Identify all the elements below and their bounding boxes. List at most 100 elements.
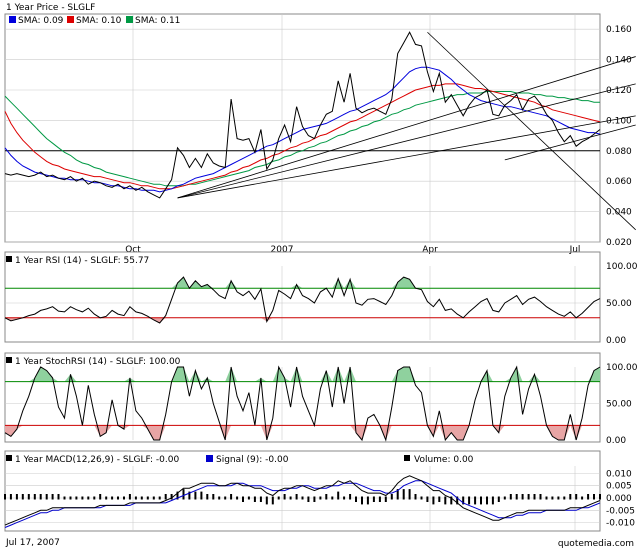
histogram-bar	[349, 494, 352, 500]
histogram-bar	[63, 496, 66, 500]
histogram-bar	[313, 496, 316, 502]
stochrsi-y-axis: 100.00 50.00 0.00	[606, 363, 638, 446]
histogram-bar	[289, 496, 292, 500]
histogram-bar	[521, 494, 524, 500]
histogram-bar	[432, 496, 435, 505]
sma1-swatch	[9, 16, 16, 23]
macd-frame	[4, 450, 601, 532]
stoch-y-tick-label: 50.00	[606, 400, 632, 410]
volume-label: Volume: 0.00	[414, 455, 474, 465]
histogram-bar	[372, 496, 375, 502]
histogram-bar	[123, 496, 125, 500]
histogram-bar	[93, 496, 96, 500]
rsi-y-tick-label: 0.00	[606, 336, 626, 346]
histogram-bar	[503, 496, 506, 500]
histogram-bar	[527, 494, 530, 500]
sma2-line	[4, 83, 601, 190]
rsi-line	[4, 276, 601, 324]
volume-swatch	[404, 455, 410, 461]
price-title: 1 Year Price - SLGLF	[6, 3, 95, 13]
histogram-bar	[366, 496, 369, 505]
histogram-bar	[307, 496, 310, 502]
histogram-bar	[128, 494, 131, 500]
histogram-bar	[218, 496, 221, 500]
sma3-label: SMA: 0.11	[135, 16, 180, 26]
histogram-bar	[4, 494, 6, 500]
rsi-y-tick-label: 100.00	[606, 262, 638, 272]
histogram-bar	[331, 496, 334, 500]
macd-y-axis: 0.010 0.005 0.000 -0.005 -0.010	[606, 469, 635, 528]
macd-bullet	[6, 455, 12, 461]
signal-label: Signal (9): -0.00	[216, 455, 289, 465]
histogram-bar	[57, 494, 60, 500]
histogram-bar	[87, 496, 90, 500]
x-tick-label: Jul	[569, 245, 581, 255]
stoch-y-tick-label: 100.00	[606, 363, 638, 373]
sma3-swatch	[126, 16, 133, 23]
histogram-bar	[533, 494, 536, 500]
x-tick-label: 2007	[271, 245, 294, 255]
trendline	[177, 115, 636, 199]
histogram-bar	[325, 494, 328, 500]
oversold-fill	[5, 425, 600, 440]
macd-panel: 1 Year MACD(12,26,9) - SLGLF: -0.00 Sign…	[4, 450, 635, 532]
histogram-bar	[69, 496, 72, 500]
rsi-bullet	[6, 256, 12, 262]
histogram-bar	[581, 496, 584, 500]
stochrsi-panel: 1 Year StochRSI (14) - SLGLF: 100.00 100…	[4, 352, 638, 446]
sma2-label: SMA: 0.10	[76, 16, 122, 26]
histogram-bar	[474, 496, 477, 505]
stochrsi-title: 1 Year StochRSI (14) - SLGLF: 100.00	[15, 357, 181, 367]
price-y-tick-label: 0.100	[606, 116, 632, 126]
histogram-bar	[390, 494, 393, 500]
histogram-bar	[277, 496, 280, 500]
histogram-bar	[212, 494, 215, 500]
histogram-bar	[158, 496, 161, 500]
price-lines	[4, 31, 636, 231]
price-legend: SMA: 0.09 SMA: 0.10 SMA: 0.11	[9, 16, 180, 26]
histogram-bar	[188, 491, 191, 500]
histogram-bar	[27, 494, 30, 500]
histogram-bar	[51, 494, 54, 500]
stochrsi-lines	[4, 365, 601, 442]
footer-date: Jul 17, 2007	[5, 538, 60, 548]
rsi-lines	[4, 276, 601, 324]
histogram-bar	[21, 494, 24, 500]
histogram-bar	[539, 494, 542, 500]
price-y-tick-label: 0.120	[606, 86, 632, 96]
macd-line	[4, 475, 601, 526]
price-y-tick-label: 0.080	[606, 147, 632, 157]
histogram-bar	[456, 496, 459, 505]
price-y-tick-label: 0.060	[606, 177, 632, 187]
histogram-bar	[200, 491, 203, 500]
price-y-tick-label: 0.140	[606, 56, 632, 66]
histogram-bar	[396, 489, 399, 500]
histogram-bar	[45, 494, 48, 500]
histogram-bar	[575, 494, 578, 500]
histogram-bar	[468, 496, 471, 505]
sma1-line	[4, 66, 601, 193]
price-y-axis: 0.160 0.140 0.120 0.100 0.080 0.060 0.040 0.020	[606, 25, 632, 248]
sma2-swatch	[67, 16, 74, 23]
histogram-bar	[426, 496, 429, 502]
price-line	[4, 31, 601, 199]
rsi-panel: 1 Year RSI (14) - SLGLF: 55.77 100.00 50.…	[4, 251, 638, 346]
histogram-bar	[337, 491, 340, 500]
price-y-tick-label: 0.040	[606, 208, 632, 218]
histogram-bar	[408, 489, 411, 500]
histogram-bar	[384, 496, 387, 502]
x-tick-label: Apr	[422, 245, 438, 255]
histogram-bar	[152, 496, 155, 500]
histogram-bar	[486, 496, 488, 505]
histogram-bar	[253, 496, 256, 502]
rsi-frame	[4, 251, 601, 343]
histogram-bar	[343, 496, 346, 500]
histogram-bar	[563, 496, 566, 500]
trendline	[504, 124, 636, 161]
histogram-bar	[247, 496, 250, 500]
histogram-bar	[509, 494, 512, 500]
macd-y-tick-label: 0.010	[606, 469, 632, 479]
trendline	[427, 31, 636, 231]
